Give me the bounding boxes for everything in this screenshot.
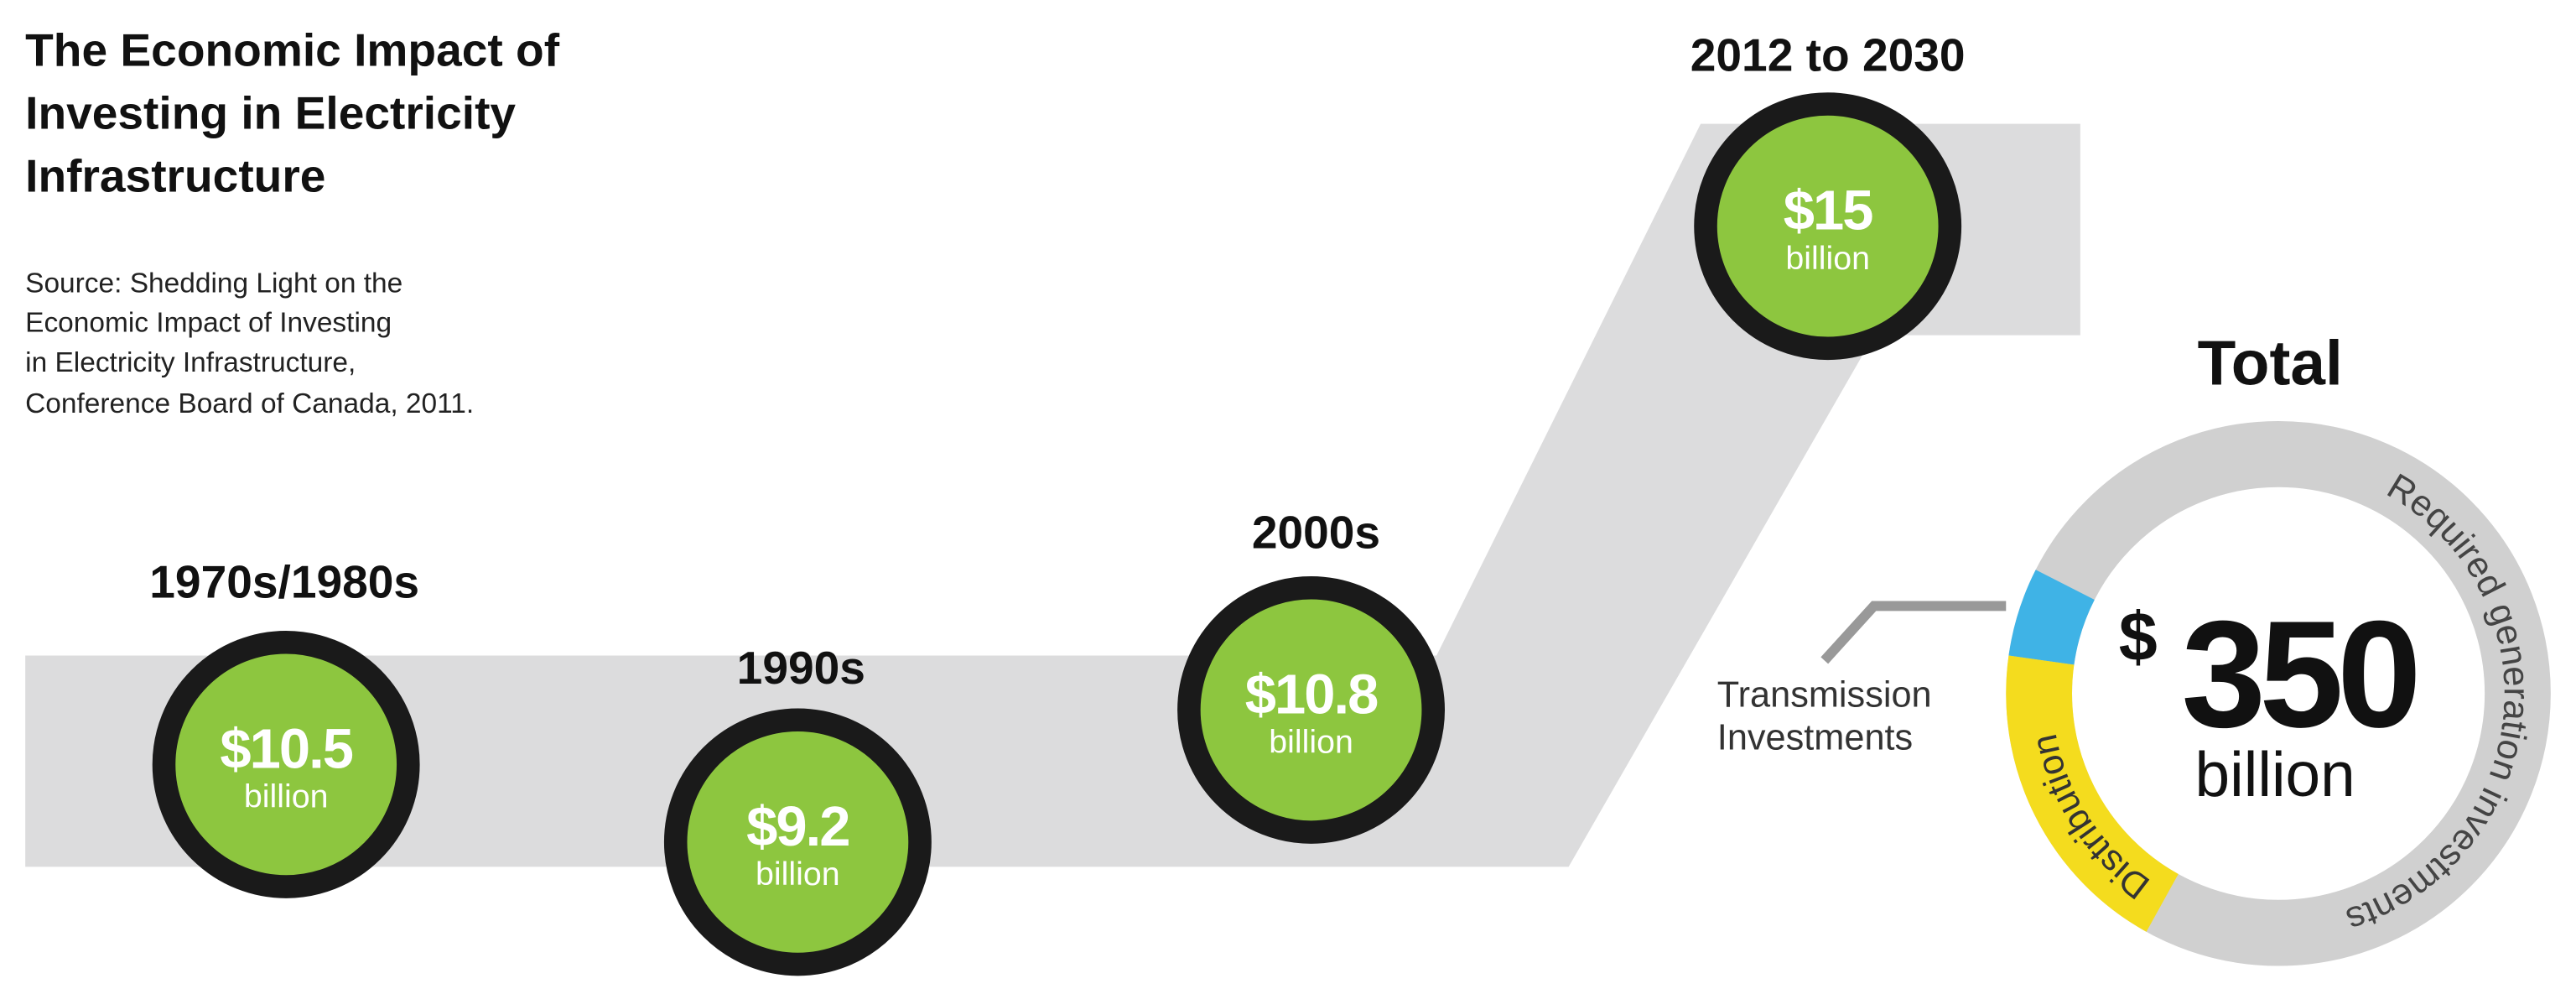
period-unit: billion [244,778,329,815]
leader-line [1820,601,2007,664]
period-amount: $10.8 [1245,663,1378,726]
total-amount: 350 [2181,590,2416,759]
period-label: 2000s [1252,507,1380,559]
source-line: Conference Board of Canada, 2011. [25,388,474,419]
total-heading: Total [2198,328,2343,398]
source-line: in Electricity Infrastructure, [25,347,356,378]
transmission-label: Investments [1717,718,1913,758]
title-line: Investing in Electricity [25,87,516,139]
period-ring [152,630,420,898]
source-line: Source: Shedding Light on the [25,268,402,299]
period-label: 2012 to 2030 [1690,29,1966,81]
title: The Economic Impact of Investing in Elec… [25,24,560,202]
total: Total Required generation investments Di… [1717,328,2551,966]
distribution-segment [2006,655,2179,932]
transmission-label: Transmission [1717,674,1932,715]
period-label: 1970s/1980s [149,556,419,608]
total-currency: $ [2119,597,2158,675]
period-ring [663,708,932,976]
title-line: The Economic Impact of [25,24,560,76]
period-amount: $15 [1784,180,1872,242]
period-amount: $9.2 [746,795,849,858]
period-unit: billion [756,856,840,893]
source: Source: Shedding Light on the Economic I… [25,268,474,419]
period-unit: billion [1269,724,1353,761]
transmission-segment [2008,570,2096,666]
period-label: 1990s [737,642,865,694]
period-unit: billion [1785,240,1870,277]
source-line: Economic Impact of Investing [25,308,392,339]
period-ring [1694,92,1962,361]
periods: 1970s/1980s$10.5billion1990s$9.2billion2… [149,29,1966,976]
timeline-band [25,123,2080,867]
period-ring [1177,575,1446,844]
total-unit: billion [2194,739,2355,809]
period-amount: $10.5 [220,717,352,780]
title-line: Infrastructure [25,149,325,201]
